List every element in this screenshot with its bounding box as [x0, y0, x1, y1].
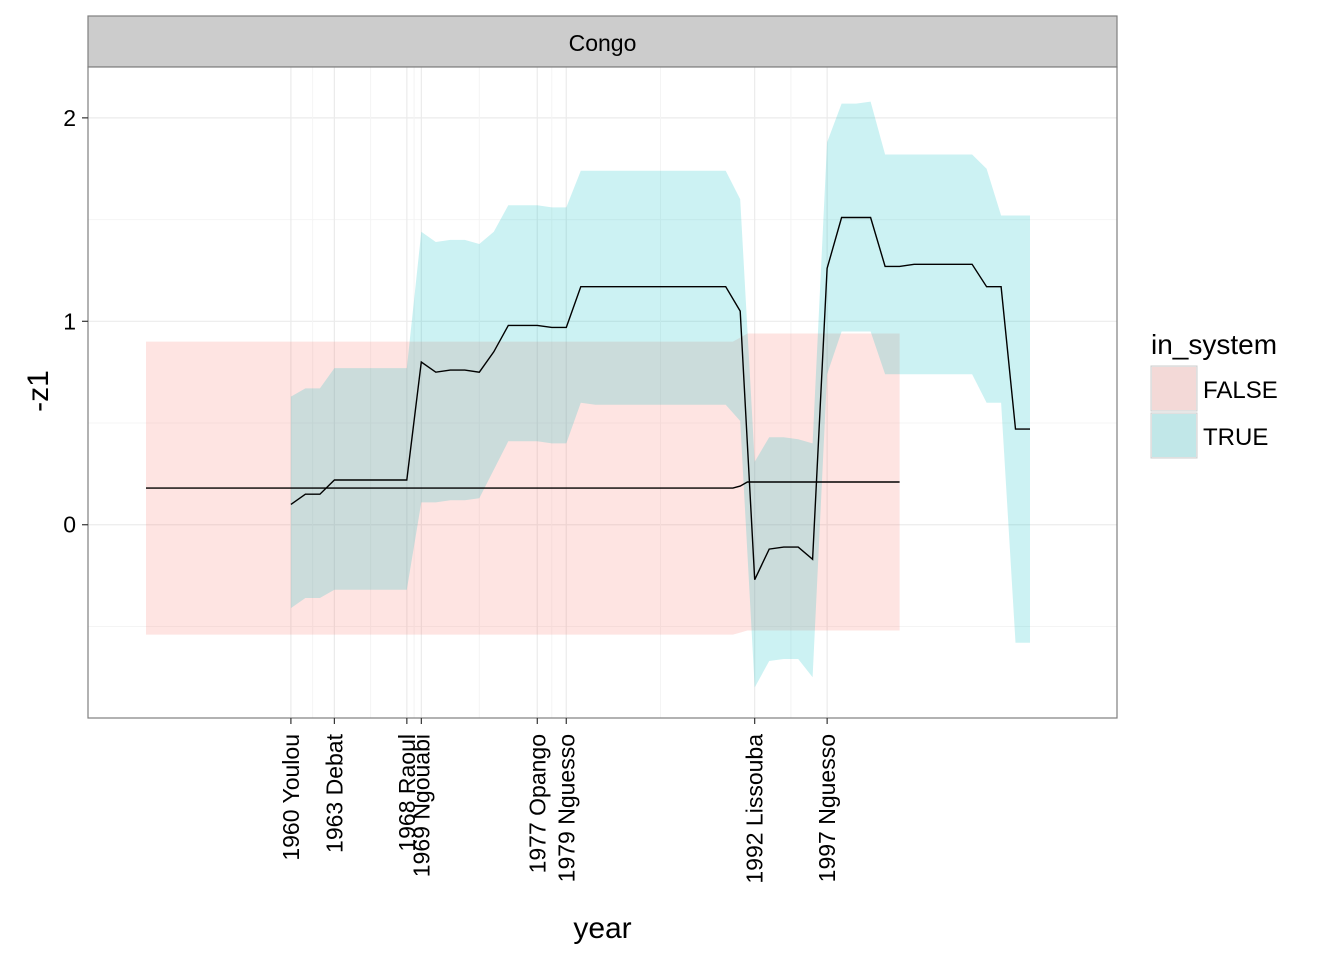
x-tick-label: 1963 Debat [321, 733, 347, 853]
plot-panel [88, 67, 1117, 718]
plot-panel-border [87, 66, 1118, 719]
y-tick-label: 1 [63, 308, 76, 334]
y-axis: 0 1 2 [63, 105, 88, 538]
line-false [146, 481, 900, 489]
ribbon-true [290, 101, 1030, 688]
legend-key-false [1150, 365, 1198, 412]
x-tick-label: 1997 Nguesso [814, 734, 840, 882]
legend-key-true [1150, 412, 1198, 459]
x-tick-label: 1969 Ngouabi [408, 734, 434, 877]
ribbons [146, 101, 1030, 688]
y-axis-title: -z1 [22, 370, 55, 412]
legend-swatch-true [1152, 414, 1196, 457]
facet-strip-label: Congo [569, 30, 637, 56]
legend: in_system FALSE TRUE [1150, 329, 1278, 459]
x-axis-title: year [573, 912, 631, 945]
x-tick-label: 1960 Youlou [278, 734, 304, 861]
x-tick-label: 1979 Nguesso [553, 734, 579, 882]
y-tick-label: 2 [63, 105, 76, 131]
legend-label-false: FALSE [1203, 377, 1278, 404]
ribbon-false [146, 333, 900, 635]
line-true [290, 216, 1030, 580]
legend-swatch-false [1152, 367, 1196, 410]
x-tick-label: 1968 Raoul [394, 734, 420, 852]
x-tick-label: 1977 Opango [524, 734, 550, 873]
facet-strip [87, 15, 1118, 68]
y-tick-label: 0 [63, 512, 76, 538]
grid [88, 67, 1117, 718]
x-tick-label: 1992 Lissouba [742, 734, 768, 884]
legend-label-true: TRUE [1203, 424, 1268, 451]
series-lines [146, 216, 1030, 580]
legend-title: in_system [1151, 329, 1277, 360]
